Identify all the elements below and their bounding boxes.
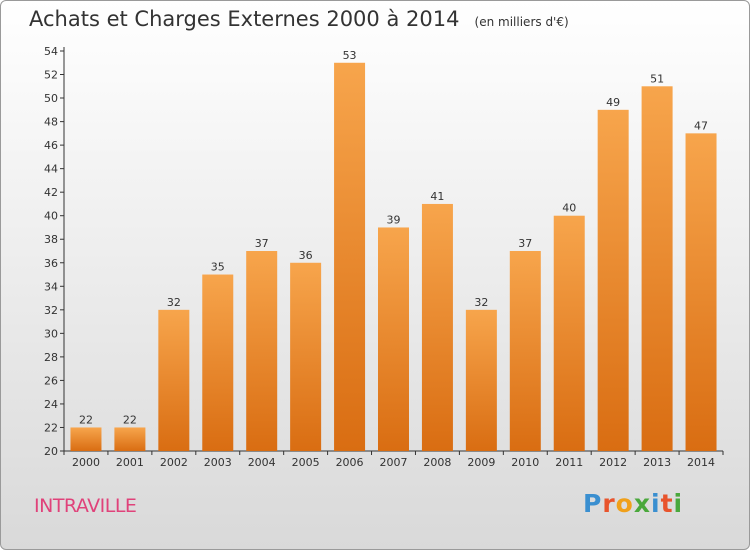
bar-value-label: 32: [167, 296, 181, 309]
x-tick-label: 2010: [511, 456, 539, 469]
proxiti-logo: Proxiti: [583, 489, 683, 518]
bar: [685, 133, 717, 451]
bar: [378, 227, 409, 451]
y-tick-label: 32: [44, 304, 58, 317]
y-tick-label: 52: [44, 69, 58, 82]
x-tick-label: 2007: [380, 456, 408, 469]
bar-value-label: 39: [387, 213, 401, 226]
y-tick-label: 46: [44, 139, 58, 152]
x-tick-label: 2003: [204, 456, 232, 469]
logo-letter: i: [651, 489, 661, 518]
y-tick-label: 54: [44, 45, 58, 58]
logo-letter: P: [583, 489, 603, 518]
bar-value-label: 51: [650, 72, 664, 85]
commune-name: INTRAVILLE: [34, 495, 137, 517]
y-tick-label: 42: [44, 186, 58, 199]
bar-value-label: 37: [518, 237, 532, 250]
bar: [641, 86, 673, 451]
x-tick-label: 2004: [248, 456, 276, 469]
x-tick-label: 2013: [643, 456, 671, 469]
y-tick-label: 22: [44, 421, 58, 434]
bar: [553, 215, 585, 451]
y-tick-label: 44: [44, 163, 58, 176]
y-tick-label: 40: [44, 210, 58, 223]
logo-letter: x: [633, 489, 651, 518]
bar: [158, 309, 190, 451]
title-row: Achats et Charges Externes 2000 à 2014 (…: [29, 7, 569, 31]
bar: [202, 274, 234, 451]
logo-letter: r: [602, 489, 616, 518]
bar: [246, 251, 278, 451]
x-tick-label: 2001: [116, 456, 144, 469]
bar: [290, 262, 322, 451]
y-tick-label: 38: [44, 233, 58, 246]
x-tick-label: 2012: [599, 456, 627, 469]
bar: [509, 251, 541, 451]
bar: [114, 427, 146, 451]
bar-value-label: 53: [343, 49, 357, 62]
x-tick-label: 2011: [555, 456, 583, 469]
bar-value-label: 35: [211, 261, 225, 274]
y-tick-label: 48: [44, 116, 58, 129]
y-tick-label: 26: [44, 374, 58, 387]
chart-title: Achats et Charges Externes 2000 à 2014: [29, 7, 460, 31]
bar-value-label: 32: [474, 296, 488, 309]
bar: [421, 203, 453, 451]
x-tick-label: 2006: [336, 456, 364, 469]
x-tick-label: 2005: [292, 456, 320, 469]
bar: [465, 309, 497, 451]
logo-letter: i: [673, 489, 684, 518]
y-tick-label: 34: [44, 280, 58, 293]
y-tick-label: 36: [44, 257, 58, 270]
y-tick-label: 50: [44, 92, 58, 105]
chart-subtitle: (en milliers d'€): [474, 15, 569, 29]
x-tick-label: 2014: [687, 456, 715, 469]
bar-value-label: 41: [430, 190, 444, 203]
bar: [597, 109, 629, 451]
y-tick-label: 20: [44, 445, 58, 458]
x-tick-label: 2000: [72, 456, 100, 469]
bar-value-label: 37: [255, 237, 269, 250]
bar-value-label: 49: [606, 96, 620, 109]
x-tick-label: 2002: [160, 456, 188, 469]
bar-value-label: 40: [562, 202, 576, 215]
bar-value-label: 22: [79, 413, 93, 426]
bar-value-label: 22: [123, 413, 137, 426]
bar: [334, 62, 366, 451]
bar-value-label: 47: [694, 119, 708, 132]
bar: [70, 427, 102, 451]
x-tick-label: 2009: [467, 456, 495, 469]
logo-letter: o: [615, 489, 634, 518]
y-tick-label: 28: [44, 351, 58, 364]
logo-letter: t: [660, 489, 674, 518]
x-tick-label: 2008: [423, 456, 451, 469]
bar-value-label: 36: [299, 249, 313, 262]
y-tick-label: 24: [44, 398, 58, 411]
y-tick-label: 30: [44, 327, 58, 340]
